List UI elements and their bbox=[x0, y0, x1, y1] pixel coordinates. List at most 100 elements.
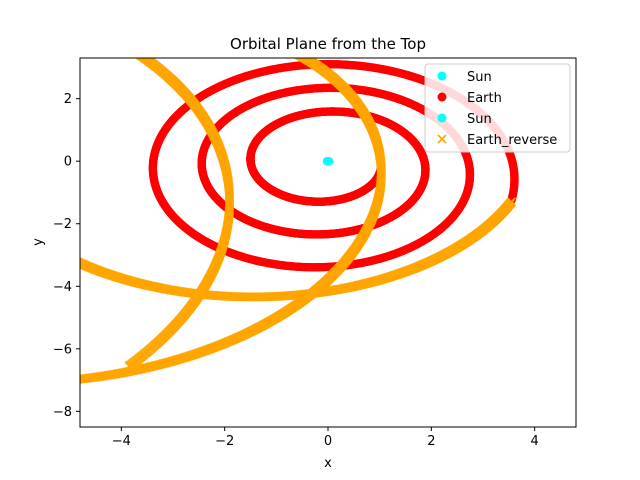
data-point bbox=[120, 40, 128, 48]
data-point bbox=[30, 50, 38, 58]
data-point bbox=[33, 48, 41, 56]
data-point bbox=[142, 19, 150, 27]
data-point bbox=[19, 225, 27, 233]
data-point bbox=[37, 6, 45, 14]
data-point bbox=[12, 219, 20, 227]
data-point bbox=[175, 19, 183, 27]
data-point bbox=[148, 18, 156, 26]
data-point bbox=[12, 219, 20, 227]
data-point bbox=[62, 252, 70, 260]
data-point bbox=[124, 20, 132, 28]
data-point bbox=[0, 205, 6, 213]
data-point bbox=[8, 65, 16, 73]
data-point bbox=[58, 250, 66, 258]
data-point bbox=[46, 41, 54, 49]
data-point bbox=[184, 19, 192, 27]
data-point bbox=[60, 35, 68, 43]
data-point bbox=[0, 72, 8, 80]
data-point bbox=[220, 24, 228, 32]
data-point bbox=[153, 18, 161, 26]
data-point bbox=[21, 1, 29, 9]
data-point bbox=[14, 60, 22, 68]
data-point bbox=[27, 3, 35, 11]
data-point bbox=[10, 217, 18, 225]
data-point bbox=[145, 18, 153, 26]
data-point bbox=[94, 25, 102, 33]
data-point bbox=[29, 50, 37, 58]
data-point bbox=[38, 378, 46, 386]
data-point bbox=[34, 5, 42, 13]
data-point bbox=[159, 18, 167, 26]
data-point bbox=[129, 20, 137, 28]
data-point bbox=[0, 202, 3, 210]
data-point bbox=[22, 379, 30, 387]
data-point bbox=[6, 66, 14, 74]
data-point bbox=[64, 376, 72, 384]
data-point bbox=[90, 25, 98, 33]
data-point bbox=[43, 42, 51, 50]
data-point bbox=[19, 1, 27, 9]
data-point bbox=[25, 230, 33, 238]
data-point bbox=[108, 22, 116, 30]
data-point bbox=[1, 0, 9, 5]
data-point bbox=[8, 215, 16, 223]
data-point bbox=[121, 20, 129, 28]
data-point bbox=[0, 79, 1, 87]
data-point bbox=[107, 23, 115, 31]
data-point bbox=[34, 379, 42, 387]
data-point bbox=[133, 49, 141, 57]
data-point bbox=[62, 14, 70, 22]
data-point bbox=[133, 19, 141, 27]
data-point bbox=[37, 46, 45, 54]
data-point bbox=[90, 26, 98, 34]
data-point bbox=[3, 69, 11, 77]
data-point bbox=[61, 252, 69, 260]
data-point bbox=[171, 18, 179, 26]
data-point bbox=[196, 20, 204, 28]
data-point bbox=[72, 18, 80, 26]
data-point bbox=[108, 34, 116, 42]
data-point bbox=[24, 379, 32, 387]
data-point bbox=[181, 19, 189, 27]
data-point bbox=[125, 20, 133, 28]
data-point bbox=[0, 201, 3, 209]
data-point bbox=[78, 29, 86, 37]
data-point bbox=[166, 18, 174, 26]
data-point bbox=[36, 5, 44, 13]
data-point bbox=[111, 22, 119, 30]
data-point bbox=[59, 13, 67, 21]
series-earth-reverse-3 bbox=[0, 0, 516, 387]
data-point bbox=[49, 40, 57, 48]
data-point bbox=[67, 255, 75, 263]
data-point bbox=[34, 47, 42, 55]
data-point bbox=[191, 20, 199, 28]
data-point bbox=[218, 24, 226, 32]
data-point bbox=[36, 378, 44, 386]
data-point bbox=[95, 25, 103, 33]
data-point bbox=[209, 22, 217, 30]
data-point bbox=[123, 20, 131, 28]
data-point bbox=[0, 76, 4, 84]
data-point bbox=[38, 45, 46, 53]
data-point bbox=[79, 29, 87, 37]
data-point bbox=[0, 379, 2, 387]
data-point bbox=[83, 28, 91, 36]
data-point bbox=[80, 374, 85, 384]
data-point bbox=[71, 257, 79, 265]
data-point bbox=[60, 377, 68, 385]
data-point bbox=[169, 18, 177, 26]
data-point bbox=[33, 5, 41, 13]
data-point bbox=[26, 379, 34, 387]
data-point bbox=[97, 28, 105, 36]
data-point bbox=[3, 379, 11, 387]
data-point bbox=[50, 246, 58, 254]
data-point bbox=[80, 257, 82, 267]
data-point bbox=[117, 21, 125, 29]
data-point bbox=[68, 16, 76, 24]
data-point bbox=[74, 30, 82, 38]
data-point bbox=[48, 9, 56, 17]
data-point bbox=[4, 0, 12, 6]
data-point bbox=[36, 46, 44, 54]
data-point bbox=[172, 18, 180, 26]
data-point bbox=[116, 21, 124, 29]
